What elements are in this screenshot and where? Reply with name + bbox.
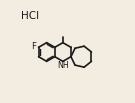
Text: F: F — [31, 42, 36, 51]
Text: HCl: HCl — [21, 11, 39, 21]
Text: NH: NH — [57, 61, 69, 70]
